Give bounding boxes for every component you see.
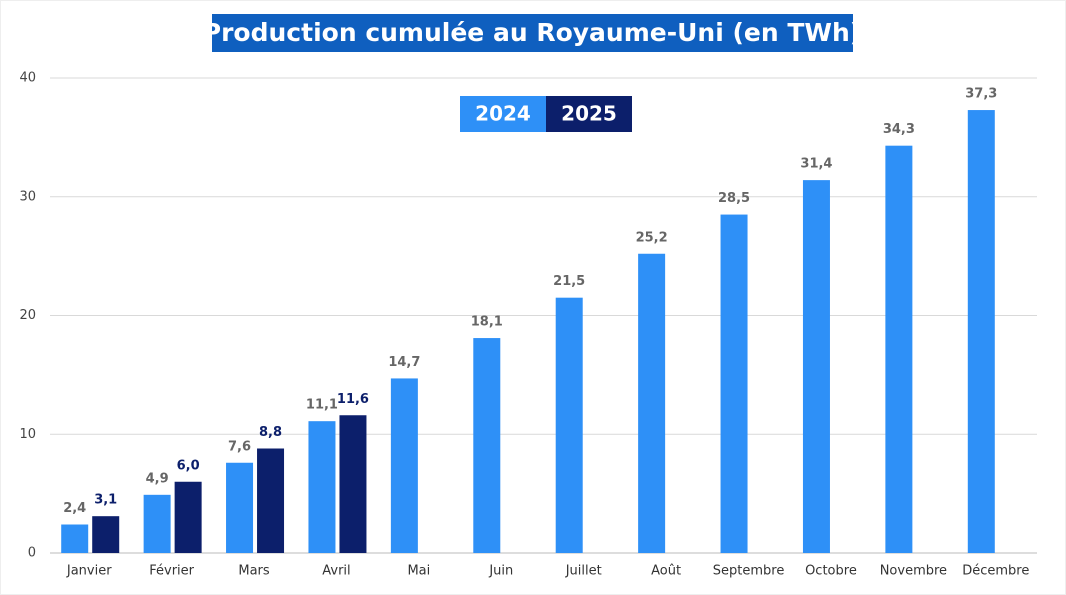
title-box <box>212 14 853 52</box>
legend-swatch <box>460 96 546 132</box>
x-tick-label: Novembre <box>880 564 947 579</box>
value-label: 4,9 <box>146 471 169 486</box>
bar <box>308 421 336 553</box>
bar <box>885 145 913 553</box>
bar <box>61 524 89 553</box>
x-tick-label: Octobre <box>805 564 857 579</box>
x-tick-label: Mai <box>407 564 430 579</box>
bar <box>143 494 171 553</box>
y-tick-label: 0 <box>28 546 36 561</box>
value-label: 34,3 <box>883 122 915 137</box>
y-tick-label: 30 <box>19 189 36 204</box>
x-tick-label: Avril <box>322 564 350 579</box>
value-label: 7,6 <box>228 439 251 454</box>
value-label: 8,8 <box>259 425 282 440</box>
x-tick-label: Décembre <box>962 564 1029 579</box>
legend-label: 2024 <box>475 102 531 126</box>
y-tick-label: 40 <box>19 71 36 86</box>
bar <box>226 462 254 553</box>
value-label: 3,1 <box>94 493 117 508</box>
x-tick-label: Mars <box>238 564 270 579</box>
bar <box>174 481 202 553</box>
bar <box>638 253 666 553</box>
value-label: 37,3 <box>965 87 997 102</box>
y-tick-label: 10 <box>19 427 36 442</box>
y-tick-label: 20 <box>19 308 36 323</box>
value-label: 6,0 <box>177 458 200 473</box>
bar <box>720 214 748 553</box>
bar <box>555 297 583 553</box>
bar <box>339 415 367 553</box>
value-label: 2,4 <box>63 501 86 516</box>
x-tick-label: Septembre <box>713 564 785 579</box>
value-label: 28,5 <box>718 191 750 206</box>
value-label: 25,2 <box>636 230 668 245</box>
value-label: 18,1 <box>471 315 503 330</box>
bar <box>473 338 501 553</box>
value-label: 21,5 <box>553 274 585 289</box>
bar <box>92 516 120 553</box>
bar <box>802 180 830 553</box>
x-tick-label: Février <box>149 564 194 579</box>
chart-title: Production cumulée au Royaume-Uni (en TW… <box>203 18 861 47</box>
value-label: 11,1 <box>306 398 338 413</box>
bar <box>257 448 285 553</box>
x-tick-label: Juillet <box>565 564 602 579</box>
legend-label: 2025 <box>561 102 617 126</box>
x-tick-label: Août <box>651 564 681 579</box>
bar <box>390 378 418 553</box>
bar <box>967 110 995 553</box>
value-label: 14,7 <box>388 355 420 370</box>
x-tick-label: Janvier <box>66 564 112 579</box>
legend-swatch <box>546 96 632 132</box>
value-label: 31,4 <box>800 157 832 172</box>
x-tick-label: Juin <box>488 564 513 579</box>
value-label: 11,6 <box>337 392 369 407</box>
